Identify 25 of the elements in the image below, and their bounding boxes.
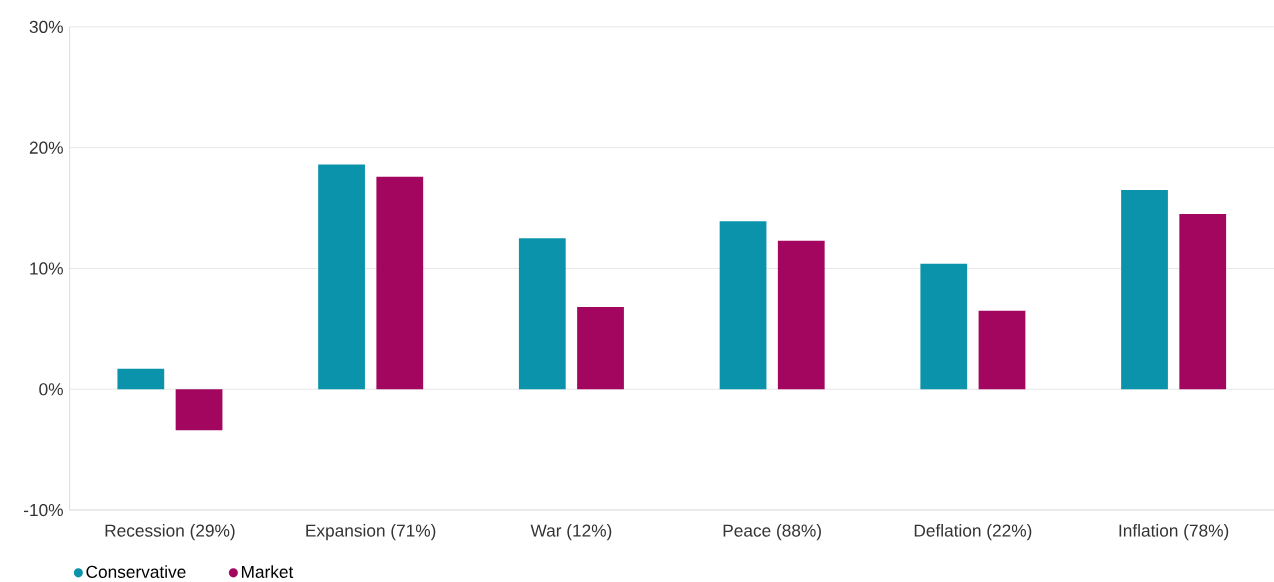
x-tick-label: Expansion (71%): [306, 524, 436, 541]
bar: [577, 307, 624, 390]
bar: [518, 238, 566, 390]
x-tick-label: Recession (29%): [105, 524, 235, 541]
bar: [1179, 214, 1227, 390]
bar: [920, 263, 968, 390]
bar: [175, 389, 223, 431]
x-tick-label: Peace (88%): [723, 524, 821, 541]
y-tick-label: 0%: [39, 383, 63, 396]
bar: [978, 310, 1026, 390]
bar: [777, 240, 825, 390]
bar: [1121, 190, 1168, 390]
bar: [376, 176, 424, 390]
legend-label: Conservative: [86, 565, 186, 579]
bar: [719, 221, 767, 390]
x-tick-label: Deflation (22%): [914, 524, 1032, 541]
y-tick-label: 10%: [30, 262, 63, 275]
x-tick-label: Inflation (78%): [1119, 524, 1229, 541]
y-tick-label: -10%: [24, 504, 63, 517]
x-tick-label: War (12%): [530, 524, 612, 541]
bar: [318, 164, 365, 390]
y-tick-label: 30%: [29, 20, 63, 34]
legend-label: Market: [241, 565, 294, 579]
bar: [117, 368, 165, 390]
y-tick-label: 20%: [29, 141, 63, 154]
